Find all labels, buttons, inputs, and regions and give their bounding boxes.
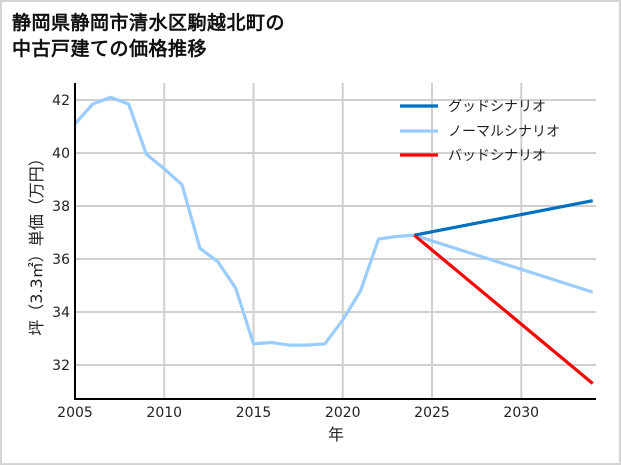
y-tick-label: 34 [52,305,70,321]
legend-label: ノーマルシナリオ [448,124,560,140]
x-tick-label: 2025 [414,405,450,421]
legend-label: バッドシナリオ [448,148,546,164]
x-axis-label: 年 [328,425,344,444]
series-line [413,233,594,385]
axes [74,83,596,400]
y-tick-label: 38 [52,199,70,215]
y-axis-label: 坪（3.3㎡）単価（万円） [27,150,46,335]
x-tick-label: 2030 [503,405,539,421]
x-tick-label: 2020 [325,405,361,421]
tick-labels: 32 34 36 38 40 42 2005 2010 2015 2020 2025 2030 [52,93,539,421]
y-tick-label: 40 [52,146,70,162]
y-tick-label: 36 [52,252,70,268]
chart-title-line2: 中古戸建ての価格推移 [12,38,208,60]
data-lines [73,95,594,385]
series-line [73,95,594,347]
chart-title-line1: 静岡県静岡市清水区駒越北町の [12,12,286,34]
y-tick-label: 42 [52,93,70,109]
x-tick-label: 2015 [236,405,272,421]
x-tick-label: 2005 [57,405,93,421]
y-tick-label: 32 [52,358,70,374]
series-line [413,199,594,237]
chart-title: 静岡県静岡市清水区駒越北町の 中古戸建ての価格推移 [12,10,285,62]
x-tick-label: 2010 [146,405,182,421]
legend-label: グッドシナリオ [448,99,546,115]
